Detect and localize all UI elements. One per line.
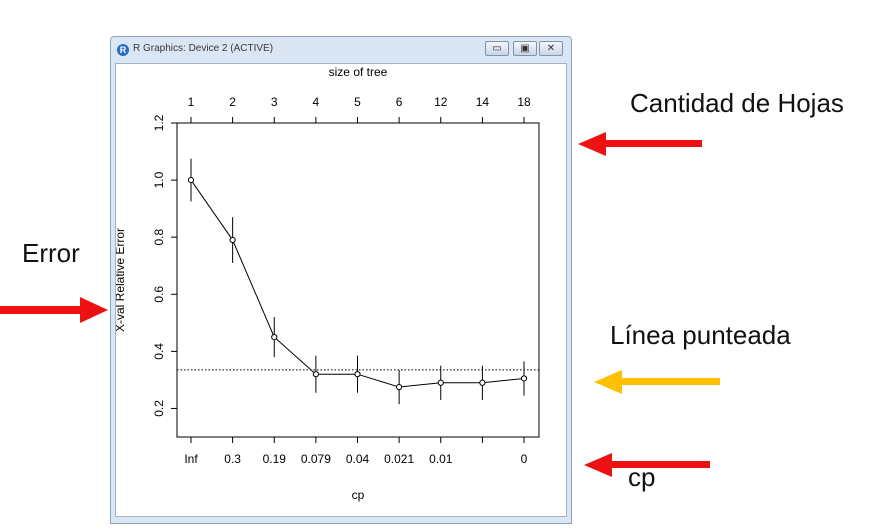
plot-area: 1 2 3 4 5 6 12 14 18 size of tree Inf 0.3 0.19 0.079 0…: [115, 63, 567, 517]
y-tick-label: 1.2: [152, 114, 166, 131]
data-point: [437, 379, 444, 386]
y-tick-label: 0.8: [152, 229, 166, 246]
data-point: [396, 383, 403, 391]
y-tick-label: 0.4: [152, 343, 166, 360]
bottom-tick-label: 0.19: [263, 452, 287, 466]
top-tick-label: 12: [434, 95, 448, 109]
data-point: [479, 379, 486, 386]
minimize-button[interactable]: ▭: [485, 41, 509, 56]
top-tick-label: 5: [354, 95, 361, 109]
arrow-to-y-axis: [0, 297, 108, 323]
top-tick-label: 3: [271, 95, 278, 109]
bottom-tick-label: 0.079: [301, 452, 331, 466]
label-cp: cp: [628, 462, 656, 492]
arrow-to-dotted-line: [594, 370, 720, 394]
bottom-tick-label: 0.04: [346, 452, 370, 466]
bottom-tick-label: Inf: [184, 452, 198, 466]
window-titlebar[interactable]: R R Graphics: Device 2 (ACTIVE) ▭ ▣ ✕: [111, 37, 571, 63]
top-tick-label: 14: [476, 95, 490, 109]
label-cantidad-de-hojas: Cantidad de Hojas: [630, 88, 844, 118]
data-point: [312, 371, 319, 378]
y-tick-label: 0.6: [152, 286, 166, 303]
data-point: [229, 236, 236, 244]
close-button[interactable]: ✕: [539, 41, 563, 56]
top-tick-label: 4: [313, 95, 320, 109]
top-axis-label: size of tree: [329, 65, 388, 79]
y-axis-label: X-val Relative Error: [116, 228, 127, 332]
data-point: [520, 375, 528, 382]
data-point: [271, 333, 278, 341]
bottom-tick-label: 0.021: [384, 452, 414, 466]
top-tick-label: 6: [396, 95, 403, 109]
bottom-tick-label: 0.01: [429, 452, 453, 466]
label-error: Error: [22, 238, 80, 268]
x-axis-label: cp: [352, 488, 365, 502]
top-tick-label: 2: [229, 95, 236, 109]
data-point: [187, 176, 195, 184]
bottom-tick-label: 0: [521, 452, 528, 466]
label-linea-punteada: Línea punteada: [610, 320, 791, 350]
r-logo-icon: R: [117, 44, 129, 56]
maximize-button[interactable]: ▣: [513, 41, 537, 56]
data-point: [354, 371, 361, 378]
y-tick-label: 1.0: [152, 171, 166, 188]
window-title: R Graphics: Device 2 (ACTIVE): [133, 43, 274, 54]
top-tick-label: 1: [188, 95, 195, 109]
bottom-tick-label: 0.3: [224, 452, 241, 466]
y-tick-label: 0.2: [152, 400, 166, 417]
arrow-to-top-axis: [578, 132, 702, 156]
top-tick-label: 18: [517, 95, 531, 109]
